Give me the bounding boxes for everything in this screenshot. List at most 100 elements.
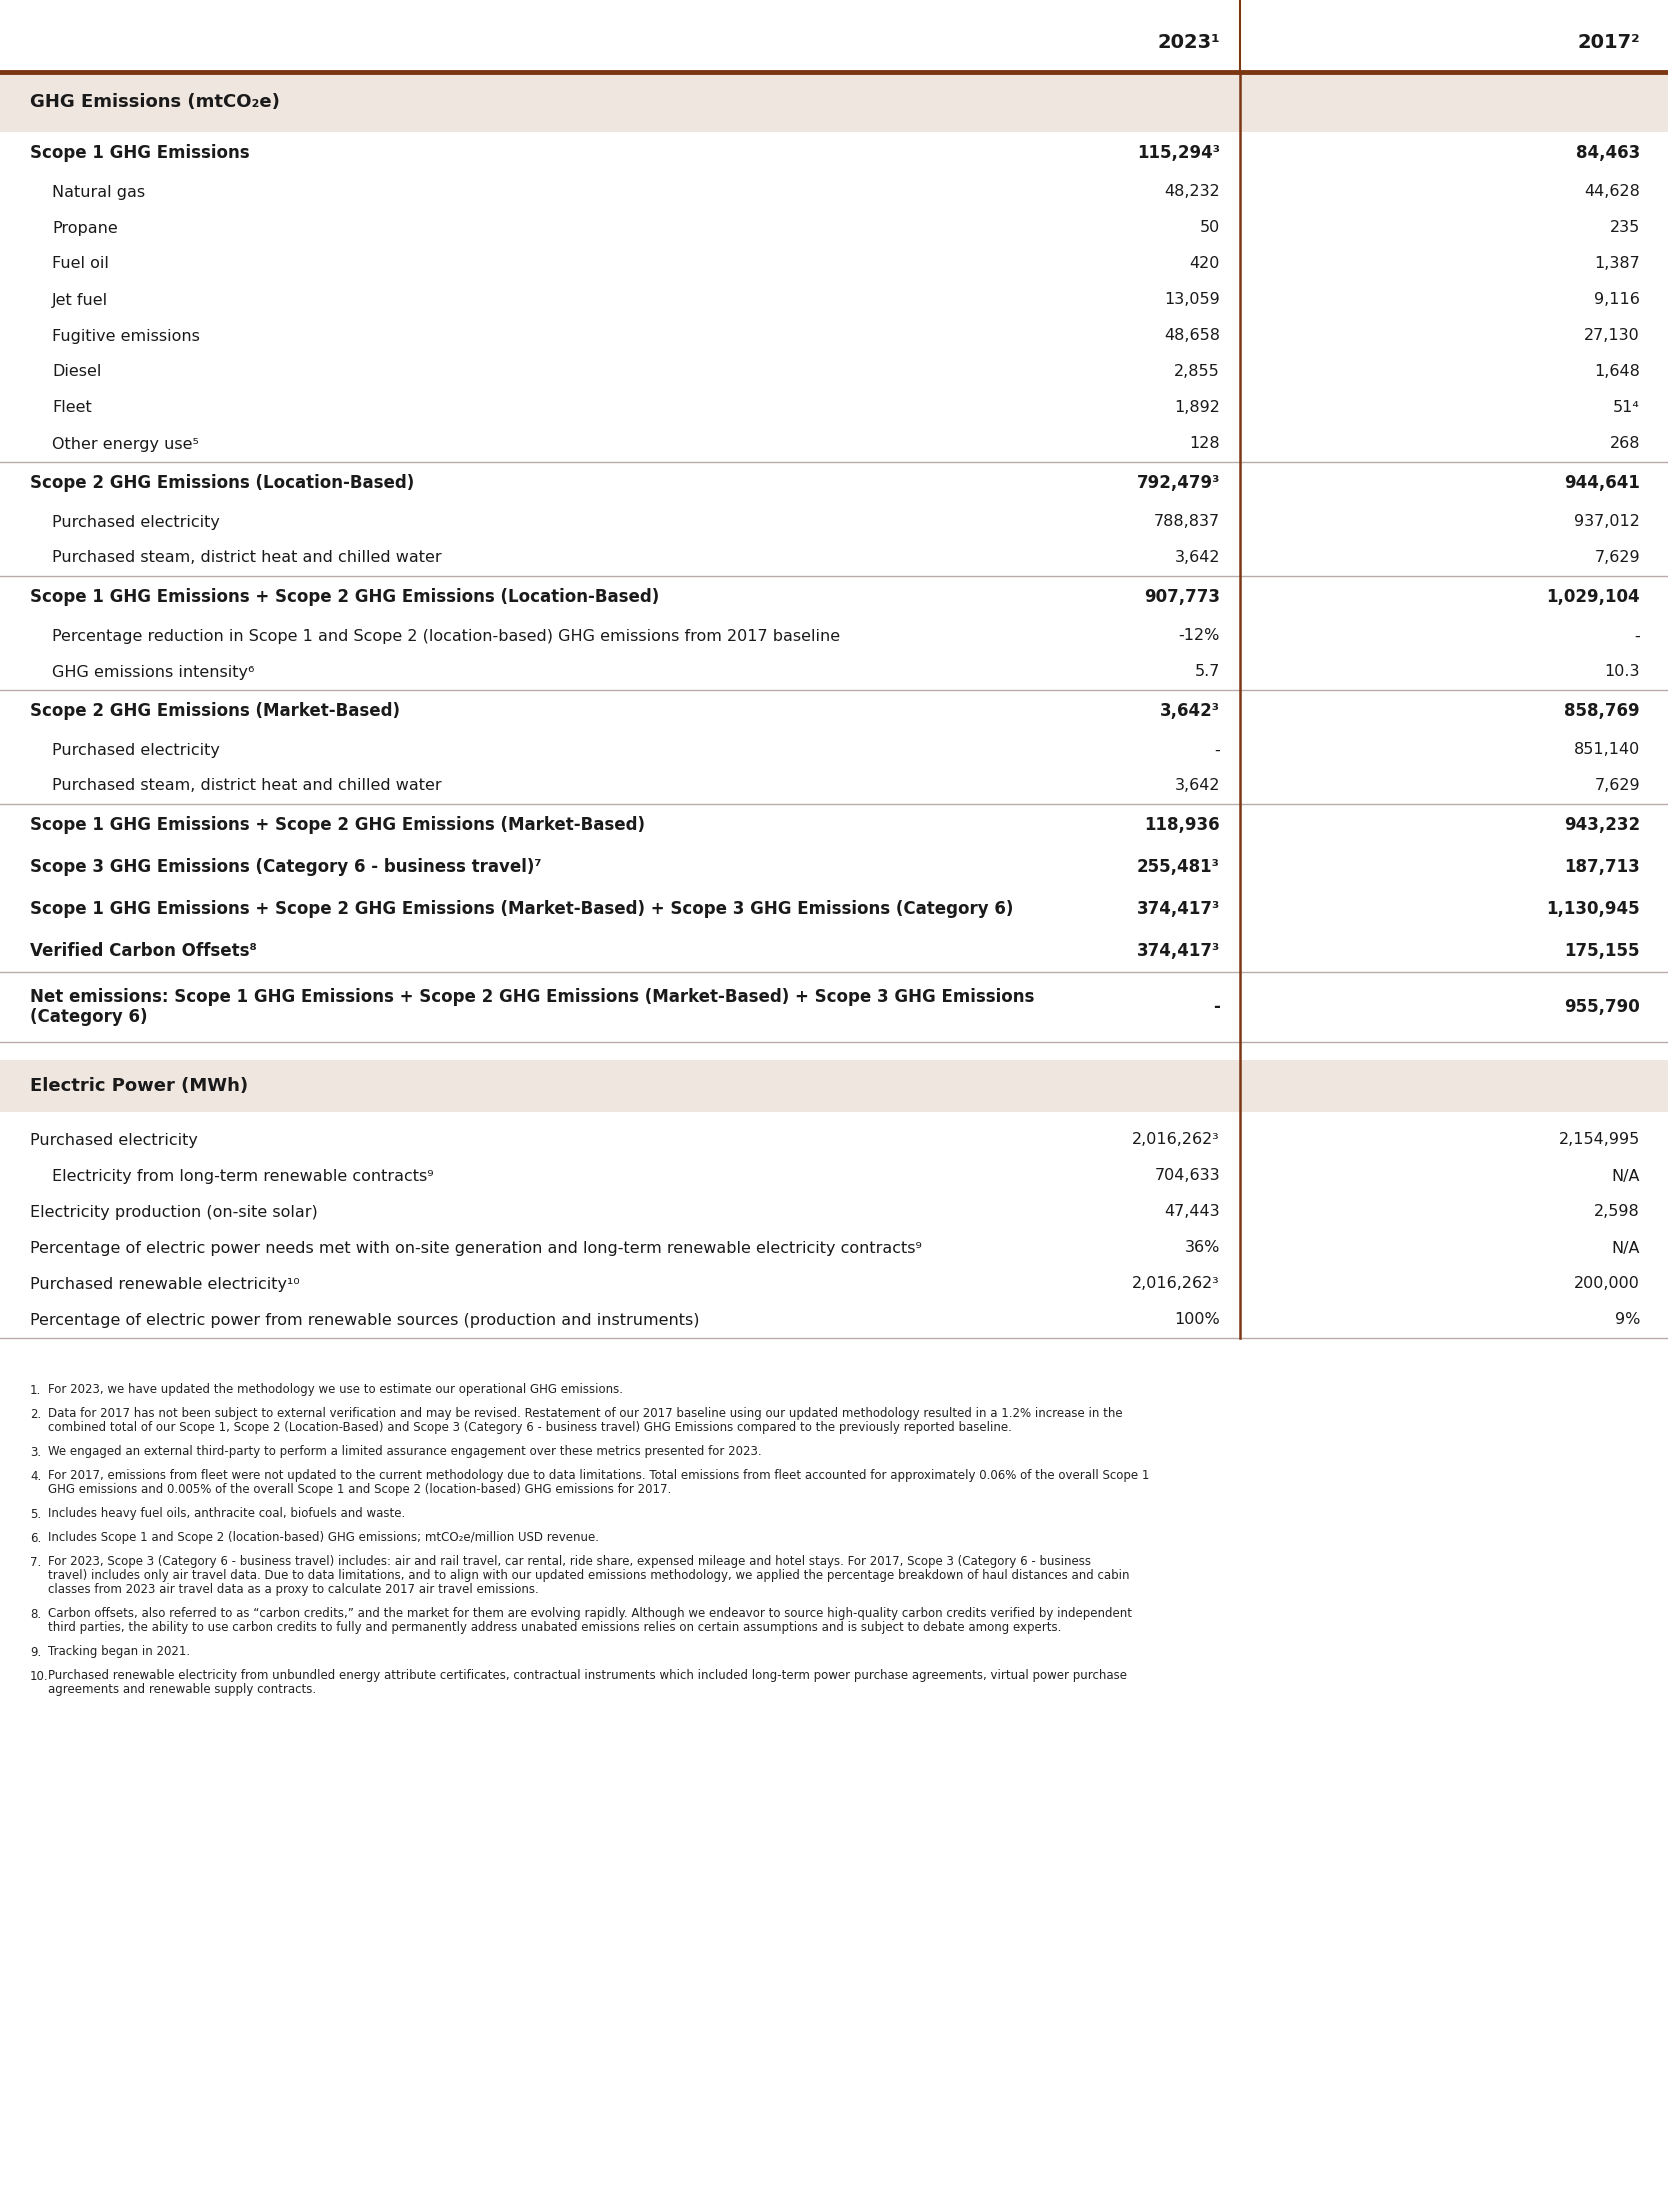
Text: 374,417³: 374,417³ — [1138, 901, 1219, 918]
Text: 2,598: 2,598 — [1595, 1204, 1640, 1220]
Text: 1,892: 1,892 — [1174, 400, 1219, 415]
Text: agreements and renewable supply contracts.: agreements and renewable supply contract… — [48, 1683, 317, 1696]
Text: -12%: -12% — [1179, 630, 1219, 643]
Text: travel) includes only air travel data. Due to data limitations, and to align wit: travel) includes only air travel data. D… — [48, 1570, 1129, 1583]
Text: Fuel oil: Fuel oil — [52, 256, 108, 271]
Text: 100%: 100% — [1174, 1312, 1219, 1327]
Text: Purchased electricity: Purchased electricity — [52, 514, 220, 529]
Text: 1,387: 1,387 — [1595, 256, 1640, 271]
Text: We engaged an external third-party to perform a limited assurance engagement ove: We engaged an external third-party to pe… — [48, 1445, 762, 1458]
Text: Purchased steam, district heat and chilled water: Purchased steam, district heat and chill… — [52, 778, 442, 794]
Text: 4.: 4. — [30, 1469, 42, 1482]
Text: 2,016,262³: 2,016,262³ — [1133, 1277, 1219, 1292]
Text: 851,140: 851,140 — [1573, 743, 1640, 759]
Text: 3.: 3. — [30, 1445, 42, 1458]
Text: 1,648: 1,648 — [1595, 365, 1640, 380]
Text: 128: 128 — [1189, 437, 1219, 453]
Text: 788,837: 788,837 — [1154, 514, 1219, 529]
Text: 2023¹: 2023¹ — [1158, 33, 1219, 52]
Text: 2,855: 2,855 — [1174, 365, 1219, 380]
Text: 115,294³: 115,294³ — [1138, 144, 1219, 162]
Text: 943,232: 943,232 — [1565, 815, 1640, 835]
Text: Fugitive emissions: Fugitive emissions — [52, 328, 200, 343]
Text: 27,130: 27,130 — [1585, 328, 1640, 343]
Text: 3,642: 3,642 — [1174, 551, 1219, 566]
Text: GHG Emissions (mtCO₂e): GHG Emissions (mtCO₂e) — [30, 94, 280, 111]
Text: 268: 268 — [1610, 437, 1640, 453]
Text: 858,769: 858,769 — [1565, 702, 1640, 719]
Text: 48,232: 48,232 — [1164, 184, 1219, 199]
Bar — [0, 72, 1668, 131]
Text: 9,116: 9,116 — [1595, 293, 1640, 308]
Text: 1,130,945: 1,130,945 — [1546, 901, 1640, 918]
Text: Percentage of electric power needs met with on-site generation and long-term ren: Percentage of electric power needs met w… — [30, 1239, 922, 1255]
Text: classes from 2023 air travel data as a proxy to calculate 2017 air travel emissi: classes from 2023 air travel data as a p… — [48, 1583, 539, 1596]
Text: 704,633: 704,633 — [1154, 1170, 1219, 1183]
Bar — [0, 1060, 1668, 1113]
Text: 937,012: 937,012 — [1575, 514, 1640, 529]
Text: 2,154,995: 2,154,995 — [1560, 1132, 1640, 1148]
Text: N/A: N/A — [1611, 1239, 1640, 1255]
Text: 7.: 7. — [30, 1556, 42, 1570]
Text: Scope 1 GHG Emissions: Scope 1 GHG Emissions — [30, 144, 250, 162]
Text: 2017²: 2017² — [1578, 33, 1640, 52]
Text: -: - — [1213, 999, 1219, 1016]
Text: 255,481³: 255,481³ — [1138, 857, 1219, 877]
Text: 48,658: 48,658 — [1164, 328, 1219, 343]
Text: For 2023, Scope 3 (Category 6 - business travel) includes: air and rail travel, : For 2023, Scope 3 (Category 6 - business… — [48, 1556, 1091, 1570]
Text: 10.3: 10.3 — [1605, 665, 1640, 680]
Text: 2,016,262³: 2,016,262³ — [1133, 1132, 1219, 1148]
Text: Electricity from long-term renewable contracts⁹: Electricity from long-term renewable con… — [52, 1170, 434, 1183]
Text: 374,417³: 374,417³ — [1138, 942, 1219, 960]
Text: 36%: 36% — [1184, 1239, 1219, 1255]
Text: Scope 3 GHG Emissions (Category 6 - business travel)⁷: Scope 3 GHG Emissions (Category 6 - busi… — [30, 857, 542, 877]
Text: Tracking began in 2021.: Tracking began in 2021. — [48, 1646, 190, 1659]
Text: 2.: 2. — [30, 1408, 42, 1421]
Text: N/A: N/A — [1611, 1170, 1640, 1183]
Text: GHG emissions intensity⁶: GHG emissions intensity⁶ — [52, 665, 255, 680]
Text: -: - — [1214, 743, 1219, 759]
Text: 84,463: 84,463 — [1576, 144, 1640, 162]
Text: Data for 2017 has not been subject to external verification and may be revised. : Data for 2017 has not been subject to ex… — [48, 1408, 1123, 1421]
Text: Purchased electricity: Purchased electricity — [52, 743, 220, 759]
Text: -: - — [1635, 630, 1640, 643]
Text: 51⁴: 51⁴ — [1613, 400, 1640, 415]
Text: combined total of our Scope 1, Scope 2 (Location-Based) and Scope 3 (Category 6 : combined total of our Scope 1, Scope 2 (… — [48, 1421, 1012, 1434]
Text: Propane: Propane — [52, 221, 118, 236]
Text: GHG emissions and 0.005% of the overall Scope 1 and Scope 2 (location-based) GHG: GHG emissions and 0.005% of the overall … — [48, 1484, 671, 1497]
Text: 955,790: 955,790 — [1565, 999, 1640, 1016]
Text: third parties, the ability to use carbon credits to fully and permanently addres: third parties, the ability to use carbon… — [48, 1622, 1061, 1635]
Text: 8.: 8. — [30, 1607, 42, 1620]
Text: Scope 2 GHG Emissions (Location-Based): Scope 2 GHG Emissions (Location-Based) — [30, 474, 414, 492]
Text: 7,629: 7,629 — [1595, 551, 1640, 566]
Text: Electric Power (MWh): Electric Power (MWh) — [30, 1078, 249, 1095]
Text: Includes heavy fuel oils, anthracite coal, biofuels and waste.: Includes heavy fuel oils, anthracite coa… — [48, 1508, 405, 1521]
Text: 9%: 9% — [1615, 1312, 1640, 1327]
Text: Scope 1 GHG Emissions + Scope 2 GHG Emissions (Market-Based) + Scope 3 GHG Emiss: Scope 1 GHG Emissions + Scope 2 GHG Emis… — [30, 901, 1014, 918]
Text: Verified Carbon Offsets⁸: Verified Carbon Offsets⁸ — [30, 942, 257, 960]
Text: 1.: 1. — [30, 1384, 42, 1397]
Text: For 2017, emissions from fleet were not updated to the current methodology due t: For 2017, emissions from fleet were not … — [48, 1469, 1149, 1482]
Text: 6.: 6. — [30, 1532, 42, 1546]
Text: Purchased renewable electricity¹⁰: Purchased renewable electricity¹⁰ — [30, 1277, 300, 1292]
Text: Net emissions: Scope 1 GHG Emissions + Scope 2 GHG Emissions (Market-Based) + Sc: Net emissions: Scope 1 GHG Emissions + S… — [30, 988, 1034, 1027]
Text: 3,642: 3,642 — [1174, 778, 1219, 794]
Text: Scope 2 GHG Emissions (Market-Based): Scope 2 GHG Emissions (Market-Based) — [30, 702, 400, 719]
Text: 792,479³: 792,479³ — [1136, 474, 1219, 492]
Text: Scope 1 GHG Emissions + Scope 2 GHG Emissions (Market-Based): Scope 1 GHG Emissions + Scope 2 GHG Emis… — [30, 815, 646, 835]
Text: 175,155: 175,155 — [1565, 942, 1640, 960]
Text: 9.: 9. — [30, 1646, 42, 1659]
Text: 3,642³: 3,642³ — [1159, 702, 1219, 719]
Text: 7,629: 7,629 — [1595, 778, 1640, 794]
Text: 1,029,104: 1,029,104 — [1546, 588, 1640, 606]
Text: For 2023, we have updated the methodology we use to estimate our operational GHG: For 2023, we have updated the methodolog… — [48, 1384, 624, 1397]
Text: 187,713: 187,713 — [1565, 857, 1640, 877]
Text: Diesel: Diesel — [52, 365, 102, 380]
Text: 420: 420 — [1189, 256, 1219, 271]
Text: Purchased electricity: Purchased electricity — [30, 1132, 198, 1148]
Text: 10.: 10. — [30, 1670, 48, 1683]
Text: Includes Scope 1 and Scope 2 (location-based) GHG emissions; mtCO₂e/million USD : Includes Scope 1 and Scope 2 (location-b… — [48, 1532, 599, 1546]
Text: 200,000: 200,000 — [1575, 1277, 1640, 1292]
Text: Electricity production (on-site solar): Electricity production (on-site solar) — [30, 1204, 317, 1220]
Text: Percentage reduction in Scope 1 and Scope 2 (location-based) GHG emissions from : Percentage reduction in Scope 1 and Scop… — [52, 630, 841, 643]
